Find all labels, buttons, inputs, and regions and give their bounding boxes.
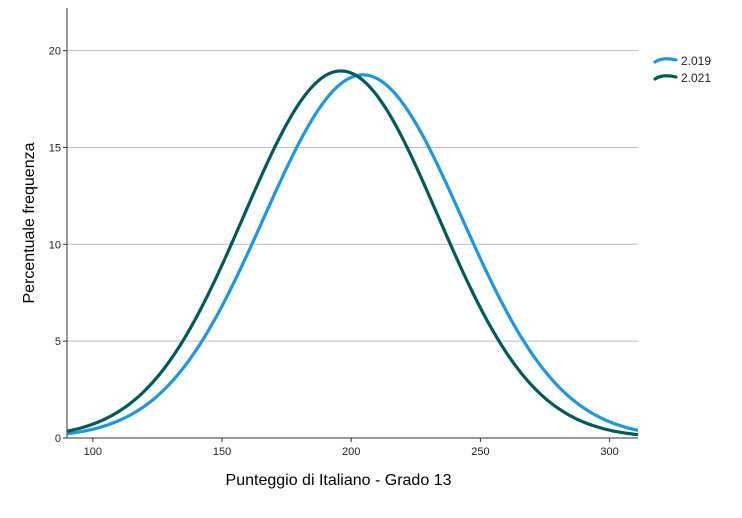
y-tick-label: 5: [55, 336, 61, 348]
y-tick-label: 10: [49, 239, 61, 251]
y-axis-ticks: 0 5 10 15 20: [49, 46, 67, 445]
x-axis-title: Punteggio di Italiano - Grado 13: [226, 472, 452, 489]
series-lines: [67, 71, 638, 435]
x-tick-label: 200: [342, 446, 360, 458]
x-tick-label: 300: [600, 446, 618, 458]
legend: 2.019 2.021: [655, 54, 711, 85]
x-tick-label: 250: [471, 446, 489, 458]
y-tick-label: 15: [49, 142, 61, 154]
gridlines: [67, 51, 638, 342]
y-tick-label: 0: [55, 433, 61, 445]
legend-swatch: [655, 59, 676, 62]
legend-label: 2.021: [681, 71, 711, 85]
legend-label: 2.019: [681, 54, 711, 68]
x-tick-label: 100: [84, 446, 102, 458]
y-axis-title: Percentuale frequenza: [21, 142, 38, 303]
x-tick-label: 150: [213, 446, 231, 458]
legend-swatch: [655, 76, 676, 79]
x-axis-ticks: 100 150 200 250 300: [84, 438, 619, 458]
y-tick-label: 20: [49, 46, 61, 58]
